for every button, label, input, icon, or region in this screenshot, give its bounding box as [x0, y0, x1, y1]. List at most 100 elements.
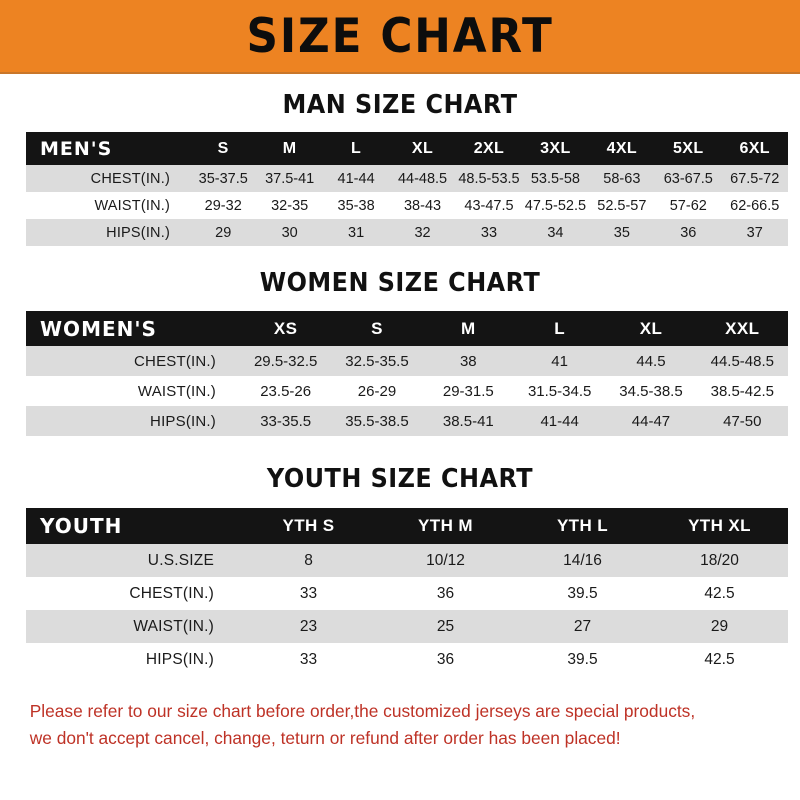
table-cell: 29-32 [204, 197, 242, 214]
youth-header-row: YOUTH YTH S YTH M YTH L YTH XL [26, 508, 788, 544]
women-column-header: M [461, 318, 476, 338]
table-cell: 39.5 [567, 650, 598, 668]
youth-section-title: YOUTH SIZE CHART [266, 464, 534, 494]
table-cell: 32.5-35.5 [345, 352, 409, 370]
table-row: WAIST(IN.) 23 25 27 29 [26, 610, 788, 643]
table-cell: 38.5-41 [442, 412, 494, 430]
man-column-header: M [282, 139, 297, 157]
man-table-body: MEN'S S M L XL 2XL 3XL 4XL 5XL 6XL CHEST(IN.) 35-37… [26, 132, 788, 246]
table-cell: 18/20 [700, 551, 739, 569]
banner: SIZE CHART [0, 0, 800, 74]
man-column-header: XL [411, 139, 434, 157]
table-cell: 36 [436, 584, 455, 602]
table-cell: 58-63 [603, 170, 641, 187]
row-label: CHEST(IN.) [90, 170, 170, 187]
table-row: CHEST(IN.) 33 36 39.5 42.5 [26, 577, 788, 610]
table-cell: 8 [304, 551, 313, 569]
table-cell: 33 [480, 224, 498, 241]
women-column-header: L [554, 318, 566, 338]
table-cell: 35.5-38.5 [345, 412, 409, 430]
row-label: WAIST(IN.) [94, 197, 170, 214]
table-cell: 42.5 [704, 584, 735, 602]
women-size-table: WOMEN'S XS S M L XL XXL CHEST(IN.) 29.5-32.5 32.5… [26, 311, 788, 436]
table-cell: 33 [299, 584, 318, 602]
table-cell: 38.5-42.5 [710, 382, 774, 400]
table-cell: 29-31.5 [442, 382, 494, 400]
row-label: WAIST(IN.) [133, 617, 214, 635]
note-line-1: Please refer to our size chart before or… [29, 701, 696, 721]
table-cell: 33-35.5 [260, 412, 312, 430]
man-header-row: MEN'S S M L XL 2XL 3XL 4XL 5XL 6XL [26, 132, 788, 165]
man-table-wrap: MEN'S S M L XL 2XL 3XL 4XL 5XL 6XL CHEST(IN.) 35-37… [26, 132, 788, 246]
table-cell: 29 [215, 224, 232, 241]
women-column-header: XS [273, 318, 298, 338]
table-row: HIPS(IN.) 29 30 31 32 33 34 35 36 37 [26, 219, 788, 246]
women-header-label: WOMEN'S [40, 316, 157, 341]
table-cell: 33 [299, 650, 318, 668]
table-cell: 35-37.5 [198, 170, 248, 187]
table-cell: 44-47 [631, 412, 671, 430]
order-policy-note: Please refer to our size chart before or… [30, 698, 771, 752]
table-cell: 44.5 [636, 352, 666, 370]
table-cell: 29 [710, 617, 729, 635]
table-row: HIPS(IN.) 33 36 39.5 42.5 [26, 643, 788, 676]
women-table-wrap: WOMEN'S XS S M L XL XXL CHEST(IN.) 29.5-32.5 32.5… [26, 311, 788, 436]
row-label: CHEST(IN.) [129, 584, 214, 602]
table-cell: 32 [414, 224, 431, 241]
table-cell: 48.5-53.5 [458, 170, 520, 187]
table-cell: 25 [436, 617, 455, 635]
table-row: U.S.SIZE 8 10/12 14/16 18/20 [26, 544, 788, 577]
table-cell: 37 [746, 224, 763, 241]
table-cell: 14/16 [563, 551, 602, 569]
row-label: HIPS(IN.) [145, 650, 214, 668]
women-column-header: XL [639, 318, 663, 338]
table-cell: 39.5 [567, 584, 598, 602]
man-column-header: 4XL [606, 139, 638, 157]
man-column-header: L [351, 139, 362, 157]
table-cell: 23.5-26 [260, 382, 312, 400]
table-row: CHEST(IN.) 29.5-32.5 32.5-35.5 38 41 44.5 44.5… [26, 346, 788, 376]
row-label: HIPS(IN.) [150, 412, 216, 430]
table-cell: 35-38 [337, 197, 375, 214]
man-column-header: 5XL [673, 139, 704, 157]
women-column-header: XXL [725, 318, 760, 338]
women-header-row: WOMEN'S XS S M L XL XXL [26, 311, 788, 346]
table-cell: 44-48.5 [397, 170, 448, 187]
table-cell: 62-66.5 [730, 197, 780, 214]
table-cell: 44.5-48.5 [710, 352, 774, 370]
man-header-label: MEN'S [40, 137, 113, 160]
table-cell: 32-35 [271, 197, 309, 214]
youth-column-header: YTH XL [688, 516, 751, 535]
youth-column-header: YTH S [282, 516, 335, 535]
table-cell: 35 [613, 224, 630, 241]
table-cell: 10/12 [426, 551, 465, 569]
women-column-header: S [371, 318, 383, 338]
table-cell: 53.5-58 [530, 170, 580, 187]
table-cell: 37.5-41 [265, 170, 315, 187]
youth-header-label: YOUTH [40, 514, 123, 538]
table-row: WAIST(IN.) 29-32 32-35 35-38 38-43 43-47.5 47.… [26, 192, 788, 219]
table-cell: 26-29 [357, 382, 397, 400]
table-cell: 41-44 [337, 170, 375, 187]
table-cell: 42.5 [704, 650, 735, 668]
man-size-table: MEN'S S M L XL 2XL 3XL 4XL 5XL 6XL CHEST(IN.) 35-37… [26, 132, 788, 246]
table-cell: 38-43 [403, 197, 442, 214]
youth-column-header: YTH L [556, 516, 609, 535]
women-section-title: WOMEN SIZE CHART [259, 268, 541, 298]
table-cell: 52.5-57 [597, 197, 647, 214]
man-column-header: 2XL [473, 139, 505, 157]
row-label: CHEST(IN.) [134, 352, 216, 370]
table-cell: 47-50 [723, 412, 762, 430]
youth-table-body: YOUTH YTH S YTH M YTH L YTH XL U.S.SIZE 8 10/12… [26, 508, 788, 676]
table-cell: 31 [348, 224, 365, 241]
row-label: U.S.SIZE [147, 551, 214, 569]
table-cell: 38 [459, 352, 477, 370]
table-cell: 43-47.5 [464, 197, 514, 214]
table-cell: 23 [299, 617, 318, 635]
table-row: WAIST(IN.) 23.5-26 26-29 29-31.5 31.5-34.5 34… [26, 376, 788, 406]
table-cell: 67.5-72 [730, 170, 780, 187]
row-label: WAIST(IN.) [137, 382, 216, 400]
table-cell: 47.5-52.5 [524, 197, 587, 214]
youth-table-wrap: YOUTH YTH S YTH M YTH L YTH XL U.S.SIZE 8 10/12… [26, 508, 788, 676]
